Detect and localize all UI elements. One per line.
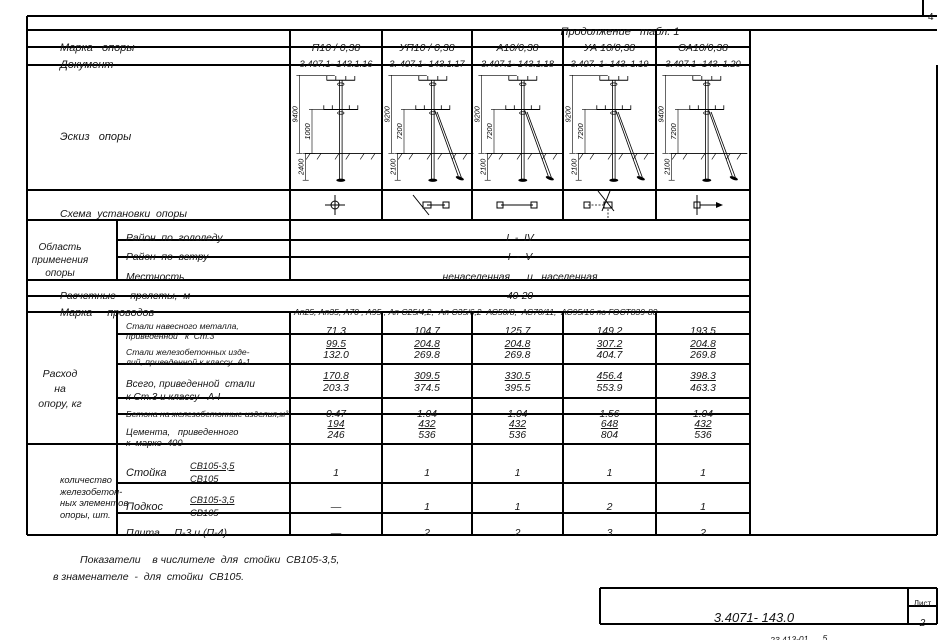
svg-text:9200: 9200 <box>382 106 391 122</box>
svg-text:9400: 9400 <box>656 106 665 122</box>
svg-text:7200: 7200 <box>669 123 678 139</box>
svg-text:7200: 7200 <box>485 123 494 139</box>
svg-text:9400: 9400 <box>290 106 299 122</box>
svg-text:2100: 2100 <box>389 159 398 176</box>
svg-text:9200: 9200 <box>472 106 481 122</box>
svg-text:7200: 7200 <box>395 123 404 139</box>
svg-text:2400: 2400 <box>297 159 306 176</box>
svg-text:2100: 2100 <box>663 159 672 176</box>
svg-text:1000: 1000 <box>303 123 312 139</box>
svg-text:7200: 7200 <box>576 123 585 139</box>
svg-text:2100: 2100 <box>479 159 488 176</box>
svg-text:2100: 2100 <box>570 159 579 176</box>
svg-text:9200: 9200 <box>563 106 572 122</box>
